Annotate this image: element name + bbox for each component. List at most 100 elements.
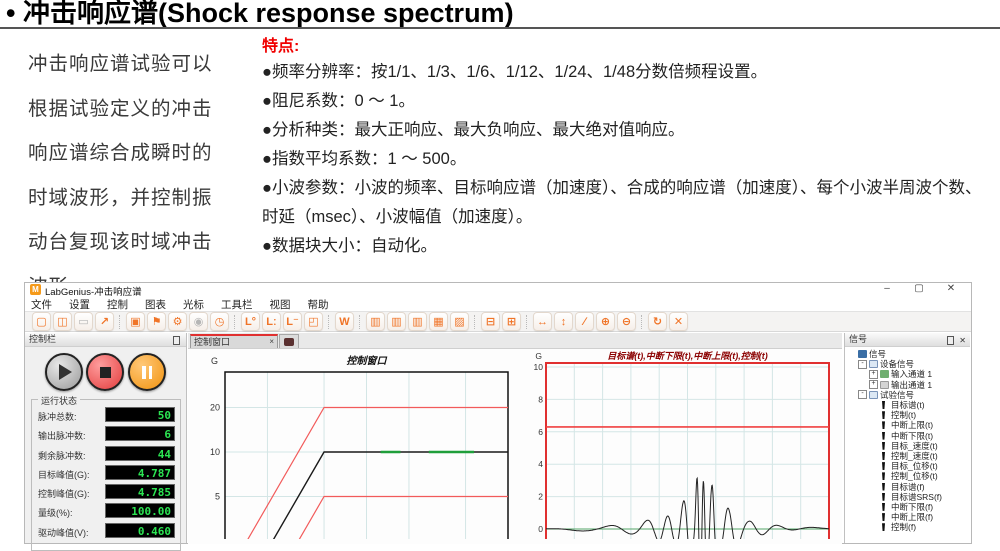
feature-item: ●小波参数：小波的频率、目标响应谱（加速度）、合成的响应谱（加速度）、每个小波半… [262, 179, 982, 226]
status-row: 剩余脉冲数: 44 [32, 445, 180, 464]
tree-expander[interactable]: - [858, 390, 867, 400]
tree-item[interactable]: 中断上限(f) [845, 512, 970, 522]
tree-item[interactable]: + 输入通道 1 [845, 369, 970, 379]
minimize-button[interactable]: – [884, 283, 890, 294]
tree-item[interactable]: 目标谱(t) [845, 400, 970, 410]
tree-item-label: 目标_速度(t) [891, 440, 938, 451]
control-panel: 控制栏 运行状态 脉冲总数: 50 输出脉冲数: 6 剩余脉冲数: 44 目标峰… [25, 333, 187, 551]
svg-text:G: G [535, 351, 542, 361]
tree-item-label: 中断下限(f) [891, 501, 934, 512]
tree-item[interactable]: 控制_位移(t) [845, 471, 970, 481]
status-row: 目标峰值(G): 4.787 [32, 464, 180, 483]
feature-item: ●指数平均系数：1 ～ 500。 [262, 150, 467, 168]
pause-button[interactable] [128, 353, 167, 391]
tree-item[interactable]: 目标谱SRS(f) [845, 492, 970, 502]
toolbar-button-icon[interactable]: Lː [262, 312, 281, 331]
signal-icon [880, 432, 889, 440]
svg-text:目标谱(t),中断下限(t),中断上限(t),控制(t): 目标谱(t),中断下限(t),中断上限(t),控制(t) [607, 351, 767, 361]
toolbar-button-icon[interactable]: L⁻ [283, 312, 302, 331]
status-value-display: 50 [105, 407, 175, 422]
pin-icon[interactable] [173, 336, 180, 345]
toolbar-button-icon[interactable]: ◫ [53, 312, 72, 331]
tree-item[interactable]: 控制(t) [845, 410, 970, 420]
tree-expander[interactable]: + [869, 369, 878, 379]
toolbar-separator [328, 314, 330, 329]
toolbar-button-icon[interactable]: ⊕ [596, 312, 615, 331]
tree-item[interactable]: 目标_位移(t) [845, 461, 970, 471]
tree-item[interactable]: + 输出通道 1 [845, 380, 970, 390]
signal-icon [869, 360, 878, 369]
tab-control-window[interactable]: 控制窗口 × [190, 334, 278, 348]
signal-icon [858, 350, 867, 359]
tree-item[interactable]: 目标谱(f) [845, 481, 970, 492]
toolbar-button-icon[interactable]: ↔ [533, 312, 552, 331]
toolbar-button-icon[interactable]: ✕ [669, 312, 688, 331]
toolbar-separator [359, 314, 361, 329]
toolbar-button-icon[interactable]: ↕ [554, 312, 573, 331]
time-waveform-chart[interactable]: 10 8 6 4 2 0 目标谱(t),中断下限(t),中断上限(t),控制(t) G [531, 351, 842, 539]
close-button[interactable]: ✕ [946, 283, 956, 294]
menu-item[interactable]: 控制 [107, 298, 128, 311]
status-value-display: 44 [105, 445, 175, 461]
toolbar-button-icon[interactable]: ◰ [304, 312, 323, 331]
tree-item[interactable]: - 设备信号 [845, 359, 970, 369]
toolbar-button-icon[interactable]: ⊖ [617, 312, 636, 331]
play-button[interactable] [44, 353, 83, 391]
tab-snapshot[interactable] [279, 334, 299, 348]
menu-item[interactable]: 图表 [145, 298, 166, 311]
status-label: 目标峰值(G): [38, 469, 90, 480]
transport-controls [25, 353, 186, 391]
toolbar-button-icon[interactable]: ⊟ [481, 312, 500, 331]
toolbar-button-icon[interactable]: ▥ [366, 312, 385, 331]
close-icon[interactable]: ✕ [959, 336, 966, 345]
tree-expander[interactable]: + [869, 380, 878, 390]
pin-icon[interactable] [947, 336, 954, 345]
menu-item[interactable]: 视图 [269, 298, 291, 311]
tree-item[interactable]: 中断上限(t) [845, 420, 970, 430]
toolbar-button-icon[interactable]: ↻ [648, 312, 667, 331]
toolbar-button-icon[interactable]: ⚙ [168, 312, 187, 331]
toolbar-button-icon[interactable]: ▨ [450, 312, 469, 331]
menu-item[interactable]: 文件 [31, 298, 52, 311]
tree-item[interactable]: 目标_速度(t) [845, 441, 970, 451]
status-label: 量级(%): [38, 508, 73, 519]
toolbar-button-icon[interactable]: ▥ [408, 312, 427, 331]
menu-item[interactable]: 光标 [183, 298, 204, 311]
toolbar-button-icon[interactable]: ⊞ [502, 312, 521, 331]
menu-item[interactable]: 帮助 [307, 298, 329, 311]
tree-item-label: 中断上限(f) [891, 512, 934, 523]
tree-item[interactable]: 控制_速度(t) [845, 451, 970, 461]
tree-expander[interactable]: - [858, 359, 867, 369]
toolbar-button-icon[interactable]: ▦ [429, 312, 448, 331]
toolbar: ▢ ◫ ▭ ↗ ▣ ⚑ ⚙ ◉ ◷ L° Lː L⁻ ◰ W ▥ ▥ ▥ ▦ ▨ ⊟ ⊞ ↔ ↕ ∕ ⊕ ⊖ ↻ ✕ [25, 311, 971, 332]
toolbar-button-icon[interactable]: ▥ [387, 312, 406, 331]
tree-item-label: 目标谱(t) [891, 400, 925, 411]
tree-item-label: 信号 [869, 349, 887, 360]
toolbar-button-icon[interactable]: ⚑ [147, 312, 166, 331]
menu-item[interactable]: 设置 [69, 298, 90, 311]
tree-item[interactable]: 中断下限(t) [845, 431, 970, 441]
features-block: 特点: ●频率分辨率：按1/1、1/3、1/6、1/12、1/24、1/48分数… [262, 36, 995, 261]
tree-item[interactable]: - 试验信号 [845, 390, 970, 400]
toolbar-button-icon[interactable]: ◉ [189, 312, 208, 331]
status-row: 脉冲总数: 50 [32, 406, 180, 425]
toolbar-button-icon[interactable]: ▢ [32, 312, 51, 331]
signal-icon [869, 390, 878, 399]
stop-button[interactable] [86, 353, 125, 391]
tree-item[interactable]: 控制(f) [845, 522, 970, 532]
tab-close-icon[interactable]: × [269, 337, 274, 346]
toolbar-button-icon[interactable]: W [335, 312, 354, 331]
maximize-button[interactable]: ▢ [914, 283, 924, 294]
control-window-chart[interactable]: 20 10 5 控制窗口 G [190, 351, 520, 539]
signal-icon [880, 411, 889, 419]
toolbar-button-icon[interactable]: ▭ [74, 312, 93, 331]
tree-item-label: 设备信号 [880, 359, 915, 370]
tree-item[interactable]: 信号 [845, 349, 970, 359]
toolbar-button-icon[interactable]: ↗ [95, 312, 114, 331]
toolbar-button-icon[interactable]: ▣ [126, 312, 145, 331]
menu-item[interactable]: 工具栏 [221, 298, 253, 311]
toolbar-button-icon[interactable]: ◷ [210, 312, 229, 331]
toolbar-button-icon[interactable]: L° [241, 312, 260, 331]
tree-item[interactable]: 中断下限(f) [845, 502, 970, 512]
toolbar-button-icon[interactable]: ∕ [575, 312, 594, 331]
